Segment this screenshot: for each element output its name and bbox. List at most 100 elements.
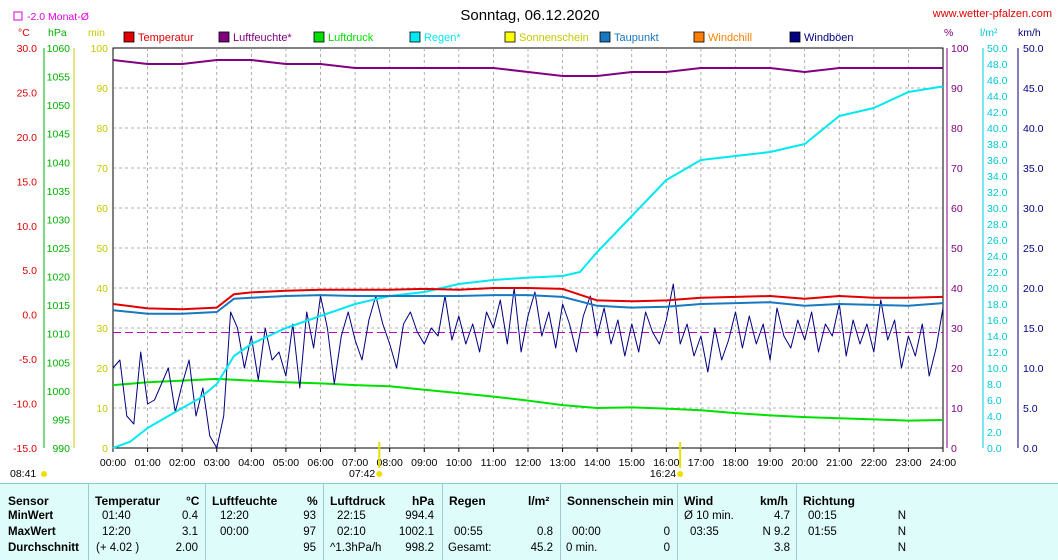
x-tick-label: 13:00: [549, 457, 575, 469]
temp-tick-label: 25.0: [17, 87, 38, 99]
hdr-hum: Luftfeuchte: [212, 494, 278, 508]
dir-time: 01:55: [808, 526, 837, 538]
col-sep: [205, 484, 206, 560]
rain-tick-label: 32.0: [987, 187, 1008, 199]
rain-val: 45.2: [530, 542, 553, 554]
pressure-tick-label: 1030: [47, 214, 71, 226]
sun-val: 0: [663, 542, 670, 554]
series-luftdruck: [112, 377, 944, 422]
rain-tick-label: 38.0: [987, 139, 1008, 151]
series-group: [112, 59, 944, 449]
rain-tick-label: 10.0: [987, 363, 1008, 375]
pressure-tick-label: 1020: [47, 272, 71, 284]
humidity-tick-label: 70: [951, 163, 963, 175]
rain-tick-label: 18.0: [987, 299, 1008, 311]
sun-mark-label: 07:42: [349, 468, 375, 480]
x-tick-label: 05:00: [273, 457, 299, 469]
wind-tick-label: 35.0: [1023, 163, 1044, 175]
hdr-sun: Sonnenschein min: [567, 494, 674, 508]
rain-tick-label: 36.0: [987, 155, 1008, 167]
rain-tick-label: 40.0: [987, 123, 1008, 135]
x-tick-label: 10:00: [446, 457, 472, 469]
wind-val: 3.8: [774, 542, 790, 554]
legend-label: Luftdruck: [328, 32, 374, 44]
grid: [113, 48, 943, 448]
press-val: 994.4: [405, 510, 434, 522]
humidity-tick-label: 20: [951, 363, 963, 375]
x-tick-label: 01:00: [134, 457, 160, 469]
hdr-rain: Regen: [449, 494, 486, 508]
month-avg-label: -2.0 Monat-Ø: [27, 11, 89, 23]
col-sep: [442, 484, 443, 560]
temp-time: 01:40: [102, 510, 131, 522]
col-sep: [796, 484, 797, 560]
temp-tick-label: 20.0: [17, 132, 38, 144]
wind-tick-label: 45.0: [1023, 83, 1044, 95]
humidity-tick-label: 30: [951, 323, 963, 335]
temp-val: 0.4: [182, 510, 198, 522]
sun-mark-label: 16:24: [650, 468, 676, 480]
humidity-tick-label: 80: [951, 123, 963, 135]
hdr-sensor: Sensor: [8, 494, 49, 508]
unit-kmh: km/h: [1018, 27, 1041, 39]
col-sep: [88, 484, 89, 560]
unit-temp: °C: [18, 27, 30, 39]
unit-lm2: l/m²: [980, 27, 998, 39]
press-time: ^1.3hPa/h: [330, 542, 382, 554]
sun-time: 0 min.: [566, 542, 598, 554]
humidity-tick-label: 50: [951, 243, 963, 255]
x-tick-label: 16:00: [653, 457, 679, 469]
x-tick-label: 11:00: [481, 457, 507, 469]
sun-tick-label: 90: [96, 83, 108, 95]
x-tick-label: 19:00: [757, 457, 783, 469]
right-axes: 100908070605040302010050.048.046.044.042…: [946, 43, 1044, 455]
x-tick-label: 08:00: [377, 457, 403, 469]
sunrise-label: 08:41: [10, 468, 36, 480]
sun-val: 0: [663, 526, 670, 538]
legend-label: Windböen: [804, 32, 854, 44]
row-label: MinWert: [8, 510, 54, 522]
site-link[interactable]: www.wetter-pfalzen.com: [932, 8, 1052, 20]
temp-tick-label: 5.0: [22, 265, 37, 277]
hdr-temp-unit: °C: [186, 494, 200, 508]
press-val: 998.2: [405, 542, 434, 554]
legend-label: Sonnenschein: [519, 32, 589, 44]
dir-time: 00:15: [808, 510, 837, 522]
sun-time: 00:00: [572, 526, 601, 538]
pressure-tick-label: 1000: [47, 386, 71, 398]
rain-tick-label: 2.0: [987, 427, 1002, 439]
x-tick-label: 21:00: [826, 457, 852, 469]
rain-tick-label: 46.0: [987, 75, 1008, 87]
hum-time: 00:00: [220, 526, 249, 538]
rain-tick-label: 16.0: [987, 315, 1008, 327]
legend-label: Taupunkt: [614, 32, 659, 44]
rain-tick-label: 24.0: [987, 251, 1008, 263]
x-tick-label: 02:00: [169, 457, 195, 469]
wind-tick-label: 15.0: [1023, 323, 1044, 335]
wind-label: Ø 10 min.: [684, 510, 734, 522]
sun-tick-label: 60: [96, 203, 108, 215]
rain-tick-label: 22.0: [987, 267, 1008, 279]
rain-tick-label: 50.0: [987, 43, 1008, 55]
hdr-press: Luftdruck: [330, 494, 386, 508]
left-axes: 30.0 25.0 20.0 15.0 10.0 5.0 0.0 -5.0 -10.0 -15.0…: [13, 43, 108, 455]
hum-val: 93: [303, 510, 316, 522]
unit-pct: %: [944, 27, 953, 39]
humidity-tick-label: 90: [951, 83, 963, 95]
hdr-dir: Richtung: [803, 494, 855, 508]
hdr-wind-unit: km/h: [760, 494, 789, 508]
sun-icon: [376, 471, 383, 477]
dir-val: N: [897, 510, 906, 522]
x-axis: 00:00 01:00 02:00 03:00 04:00 05:00 06:00 07:00…: [100, 442, 956, 480]
x-tick-label: 20:00: [792, 457, 818, 469]
rain-tick-label: 34.0: [987, 171, 1008, 183]
rain-tick-label: 14.0: [987, 331, 1008, 343]
temp-time: 12:20: [102, 526, 131, 538]
header: Sonntag, 06.12.2020 www.wetter-pfalzen.c…: [10, 7, 1052, 480]
rain-tick-label: 42.0: [987, 107, 1008, 119]
temp-val: 3.1: [182, 526, 198, 538]
wind-tick-label: 5.0: [1023, 403, 1038, 415]
weather-chart: 30.0 25.0 20.0 15.0 10.0 5.0 0.0 -5.0 -10.0 -15.0…: [10, 7, 1052, 480]
wind-val: 4.7: [774, 510, 790, 522]
legend-label: Luftfeuchte*: [233, 32, 292, 44]
